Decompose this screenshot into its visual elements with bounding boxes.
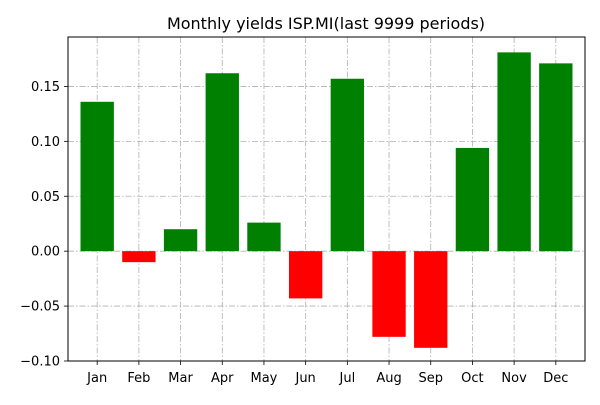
x-tick-label: Mar <box>168 371 193 386</box>
bar-dec <box>539 63 573 252</box>
bar-nov <box>497 52 531 252</box>
y-tick-labels: −0.10 −0.05 0.00 0.05 0.10 0.15 <box>20 80 60 370</box>
x-tick-label: Aug <box>376 371 401 386</box>
x-tick-label: Jan <box>86 371 107 386</box>
bar-jan <box>80 101 114 252</box>
y-tick-label: 0.05 <box>31 190 60 205</box>
y-tick-label: −0.10 <box>20 355 60 370</box>
x-tick-label: Jun <box>294 371 315 386</box>
bars-layer <box>80 52 573 348</box>
x-tick-label: May <box>251 371 278 386</box>
y-tick-label: −0.05 <box>20 300 60 315</box>
bar-aug <box>372 251 406 337</box>
x-tick-label: Nov <box>501 371 527 386</box>
bar-feb <box>122 251 156 263</box>
bar-jun <box>288 251 323 299</box>
bar-jul <box>330 78 365 252</box>
bar-mar <box>163 229 198 252</box>
plot-frame <box>67 36 586 362</box>
y-tick-label: 0.00 <box>31 245 60 260</box>
bar-may <box>247 222 281 252</box>
x-tick-label: Oct <box>461 371 483 386</box>
x-tick-labels: Jan Feb Mar Apr May Jun Jul Aug Sep Oct Nov Dec <box>86 371 568 386</box>
bar-apr <box>205 73 239 252</box>
y-tick-label: 0.10 <box>31 135 60 150</box>
axis-layer <box>64 36 586 365</box>
bar-oct <box>455 147 490 252</box>
chart-title: Monthly yields ISP.MI(last 9999 periods) <box>167 14 485 33</box>
x-tick-label: Sep <box>418 371 443 386</box>
bar-sep <box>414 251 448 348</box>
x-tick-label: Dec <box>543 371 568 386</box>
y-tick-label: 0.15 <box>31 80 60 95</box>
x-tick-label: Apr <box>211 371 234 386</box>
x-tick-label: Feb <box>127 371 150 386</box>
x-tick-label: Jul <box>339 371 356 386</box>
